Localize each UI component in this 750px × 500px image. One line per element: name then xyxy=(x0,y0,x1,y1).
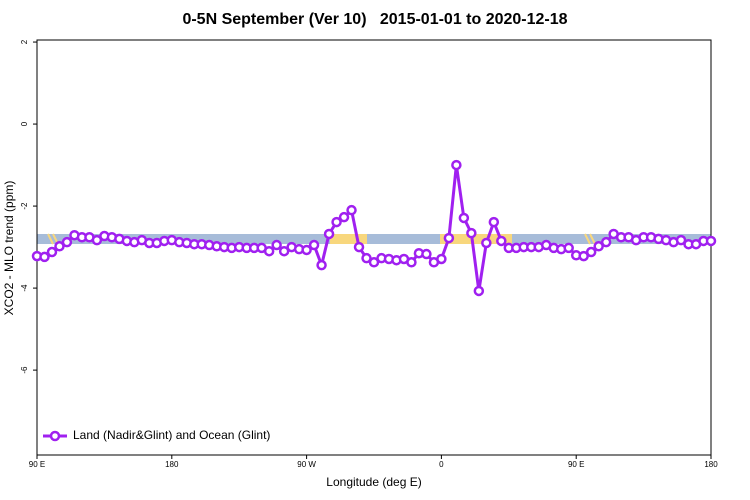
data-point xyxy=(600,236,612,248)
x-tick-label: 90 E xyxy=(29,460,45,469)
chart-title: 0-5N September (Ver 10) 2015-01-01 to 20… xyxy=(182,11,567,28)
y-axis-label: XCO2 - MLO trend (ppm) xyxy=(2,181,16,316)
data-point xyxy=(705,235,717,247)
data-point xyxy=(368,257,380,268)
series-line xyxy=(36,163,711,293)
x-tick-label: 0 xyxy=(439,460,444,469)
surface-band xyxy=(37,234,711,244)
data-point xyxy=(91,234,103,246)
data-point xyxy=(263,245,275,257)
data-point xyxy=(496,235,507,247)
data-point xyxy=(346,204,357,216)
data-point xyxy=(451,159,462,171)
y-tick-label: 2 xyxy=(20,39,29,44)
legend-label: Land (Nadir&Glint) and Ocean (Glint) xyxy=(73,428,270,442)
data-point xyxy=(563,242,574,254)
x-tick-label: 180 xyxy=(165,460,179,469)
data-point xyxy=(466,227,477,239)
x-tick-label: 90 E xyxy=(568,460,584,469)
data-point xyxy=(443,232,455,244)
data-point xyxy=(316,259,327,271)
data-point xyxy=(406,257,417,268)
data-point xyxy=(458,212,470,224)
data-point xyxy=(585,246,597,258)
data-point xyxy=(39,251,50,263)
data-point xyxy=(331,216,342,228)
plot-frame xyxy=(36,39,712,456)
legend-marker xyxy=(49,430,61,442)
data-point xyxy=(278,245,290,257)
data-point xyxy=(488,216,500,228)
data-point xyxy=(578,250,589,262)
data-point xyxy=(61,236,73,248)
y-tick-label: -2 xyxy=(20,202,29,210)
data-point xyxy=(353,241,365,253)
y-tick-label: -4 xyxy=(20,284,29,292)
data-point xyxy=(308,239,320,251)
x-tick-label: 180 xyxy=(704,460,718,469)
data-point xyxy=(593,241,604,252)
x-axis-label: Longitude (deg E) xyxy=(326,475,421,489)
data-point xyxy=(421,248,432,260)
data-point xyxy=(301,244,312,256)
data-point xyxy=(271,239,282,251)
data-point xyxy=(675,234,687,246)
data-point xyxy=(361,252,372,264)
land-band xyxy=(440,234,512,244)
data-point xyxy=(338,211,350,223)
y-tick-label: -6 xyxy=(20,366,29,374)
data-point xyxy=(436,253,447,265)
land-band xyxy=(330,234,367,244)
x-tick-label: 90 W xyxy=(297,460,316,469)
data-point xyxy=(481,237,492,249)
data-point xyxy=(323,228,335,240)
data-point xyxy=(46,246,58,258)
data-point xyxy=(54,241,65,252)
data-point xyxy=(473,285,485,297)
land-hatch xyxy=(47,233,596,245)
y-tick-label: 0 xyxy=(20,121,29,126)
